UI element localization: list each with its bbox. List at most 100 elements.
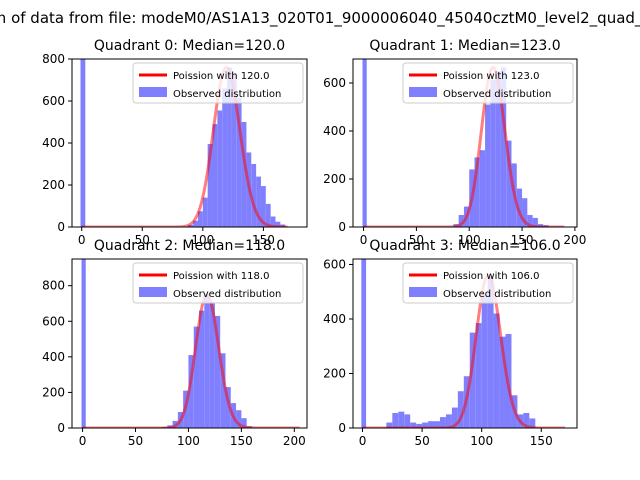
subplot-quadrant-0: Quadrant 0: Median=120.0 0 50 100 150 0 200 400…: [42, 38, 308, 247]
x-tick-label: 100: [177, 434, 200, 448]
histogram-bar: [188, 355, 194, 428]
legend-bar-swatch: [139, 87, 167, 97]
histogram-bar: [231, 72, 237, 227]
histogram-bar: [485, 104, 491, 227]
histogram-bar: [270, 216, 276, 227]
histogram-bar: [404, 414, 411, 428]
y-tick-label: 200: [42, 178, 65, 192]
y-tick-label: 600: [323, 76, 346, 90]
y-tick-label: 600: [42, 314, 65, 328]
y-tick-label: 800: [42, 279, 65, 293]
legend: Poission with 120.0 Observed distribution: [132, 62, 304, 104]
legend-box: [402, 62, 574, 104]
subplot-quadrant-2: Quadrant 2: Median=118.0 0 50 100 150 200 0 200…: [42, 238, 308, 448]
histogram-bar: [475, 323, 482, 428]
histogram-bar: [209, 303, 215, 428]
histogram-bar: [80, 59, 86, 227]
histogram-bar: [199, 310, 205, 428]
histogram-bar: [527, 215, 533, 227]
y-tick-label: 0: [338, 421, 346, 435]
x-tick-label: 100: [191, 233, 214, 247]
histogram-bar: [361, 259, 367, 428]
histogram-bar: [474, 157, 480, 227]
poisson-curve: [81, 66, 288, 227]
y-tick-label: 0: [57, 220, 65, 234]
legend-label-poisson: Poission with 123.0: [443, 71, 539, 82]
histogram-bar: [457, 391, 464, 428]
x-tick-label: 0: [78, 233, 86, 247]
histogram-bar: [451, 407, 458, 428]
y-tick-label: 600: [323, 257, 346, 271]
y-tick-label: 800: [42, 52, 65, 66]
histogram-bar: [386, 422, 393, 428]
histogram-bar: [434, 421, 440, 428]
histogram-bar: [500, 67, 507, 227]
x-tick-label: 150: [252, 233, 275, 247]
histogram-bar: [275, 221, 281, 227]
x-tick-label: 50: [414, 434, 429, 448]
subplot-quadrant-1: Quadrant 1: Median=123.0 0 50 100 150 200 0 200…: [323, 38, 586, 247]
axes-frame: [352, 58, 578, 228]
x-tick-label: 0: [359, 434, 367, 448]
legend-bar-swatch: [409, 87, 437, 97]
subplot-title: Quadrant 2: Median=118.0: [94, 238, 285, 254]
legend: Poission with 123.0 Observed distribution: [402, 62, 574, 104]
legend-label-observed: Observed distribution: [173, 289, 281, 300]
histogram-bar: [214, 315, 221, 428]
legend-label-poisson: Poission with 106.0: [443, 271, 539, 282]
histogram-bar: [256, 176, 261, 227]
histogram-bar: [251, 164, 257, 227]
histogram-bar: [422, 422, 429, 428]
y-tick-label: 400: [42, 350, 65, 364]
legend-label-poisson: Poission with 120.0: [173, 71, 269, 82]
y-tick-label: 600: [42, 94, 65, 108]
histogram-bar: [236, 410, 242, 428]
histogram-bar: [522, 198, 528, 227]
histogram-bar: [439, 417, 446, 428]
subplot-quadrant-3: Quadrant 3: Median=106.0 0 50 100 150 0 200 400…: [323, 238, 578, 448]
x-tick-label: 0: [79, 434, 87, 448]
histogram-bar: [490, 79, 496, 227]
legend-box: [132, 62, 304, 104]
histogram-bar: [81, 259, 86, 428]
histogram-bar: [225, 387, 231, 428]
histogram-bar: [416, 423, 423, 428]
x-tick-label: 200: [563, 233, 586, 247]
histogram-bar: [499, 336, 506, 428]
histogram-bar: [212, 124, 218, 227]
histogram-bar: [428, 421, 435, 428]
histogram-bar: [398, 411, 405, 428]
subplot-title: Quadrant 3: Median=106.0: [369, 238, 560, 254]
histogram-bar: [241, 418, 247, 428]
histogram-bar: [493, 313, 500, 428]
histogram-bar: [479, 150, 486, 227]
histogram-bar: [260, 186, 266, 227]
histogram-bar: [362, 59, 367, 227]
histogram-bar: [202, 197, 208, 227]
x-tick-label: 50: [128, 434, 143, 448]
histogram-bar: [481, 294, 488, 428]
histogram-bar: [197, 211, 203, 227]
legend-label-observed: Observed distribution: [443, 89, 551, 100]
histogram-bar: [495, 71, 501, 227]
y-tick-label: 200: [42, 385, 65, 399]
poisson-curve: [82, 293, 301, 428]
histogram-bar: [265, 203, 271, 227]
x-tick-label: 150: [511, 233, 534, 247]
x-tick-label: 50: [409, 233, 424, 247]
legend-bar-swatch: [139, 287, 167, 297]
histogram-bars: [80, 59, 286, 227]
subplot-title: Quadrant 0: Median=120.0: [94, 38, 285, 54]
legend-label-observed: Observed distribution: [173, 89, 281, 100]
y-tick-label: 0: [338, 220, 346, 234]
histogram-bar: [529, 418, 536, 428]
histogram-bar: [506, 140, 512, 227]
subplot-grid: Quadrant 0: Median=120.0 0 50 100 150 0 200 400…: [42, 38, 586, 448]
poisson-curve: [362, 273, 566, 428]
histogram-bar: [445, 414, 452, 428]
x-tick-label: 0: [360, 233, 368, 247]
histogram-bar: [236, 97, 242, 227]
histogram-bar: [220, 353, 226, 428]
x-tick-label: 100: [470, 434, 493, 448]
